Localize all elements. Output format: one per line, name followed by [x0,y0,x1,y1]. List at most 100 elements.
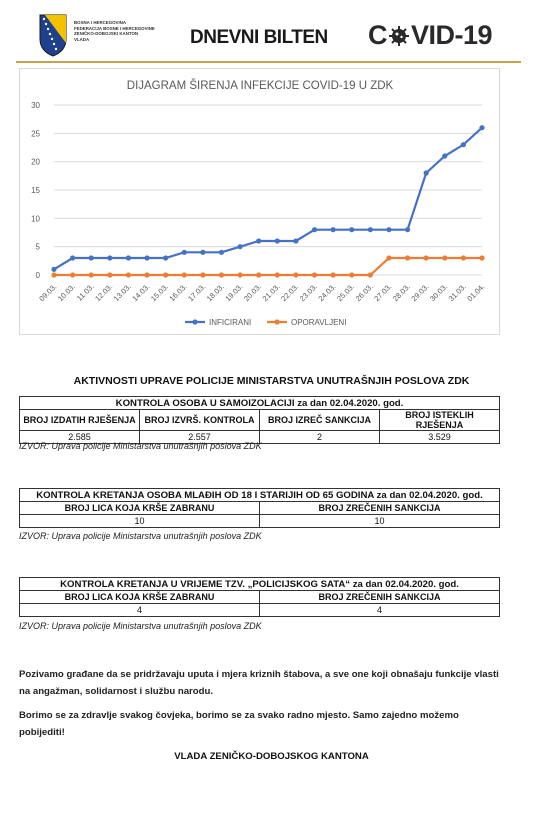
institution-line: ZENIČKO-DOBOJSKI KANTON [74,31,139,37]
data-point [218,249,225,255]
x-tick-label: 26.03. [354,282,375,303]
data-point [442,255,448,261]
data-point [479,125,485,131]
data-point [256,238,262,244]
x-tick-label: 09.03. [37,282,58,303]
x-tick-label: 15.03. [149,282,170,303]
covid-logo-left: C [368,20,388,50]
data-point [330,272,336,278]
source-note: IZVOR: Uprava policije Ministarstva unut… [19,441,262,451]
table-cell: 4 [19,603,260,617]
data-point [200,249,206,255]
signature: VLADA ZENIČKO-DOBOJSKOG KANTONA [174,751,369,762]
table-cell: 3.529 [379,430,500,444]
data-point [330,227,336,233]
data-point [237,272,243,278]
column-header: BROJ IZDATIH RJEŠENJA [19,409,140,431]
chart-canvas: DIJAGRAM ŠIRENJA INFEKCIJE COVID-19 U ZD… [31,79,486,327]
legend-marker [192,319,198,325]
bulletin-title: DNEVNI BILTEN [190,27,328,48]
data-point [200,272,206,278]
y-tick-label: 0 [36,271,41,280]
column-header: BROJ ZREČENIH SANKCIJA [259,590,500,604]
y-tick-label: 10 [31,214,40,223]
data-point [107,272,113,278]
data-point [349,272,355,278]
x-tick-label: 17.03. [186,282,207,303]
legend-marker [274,319,280,325]
activities-title: AKTIVNOSTI UPRAVE POLICIJE MINISTARSTVA … [73,375,470,387]
x-tick-label: 24.03. [316,282,337,303]
institution-name: BOSNA I HERCEGOVINA FEDERACIJA BOSNE I H… [74,20,155,42]
source-note: IZVOR: Uprava policije Ministarstva unut… [19,621,262,631]
x-tick-label: 13.03. [112,282,133,303]
column-header: BROJ ZREČENIH SANKCIJA [259,501,500,515]
data-point [70,255,76,261]
covid-logo: C VID-19 [368,20,493,51]
appeal-paragraph: Pozivamo građane da se pridržavaju uputa… [19,669,499,697]
x-tick-label: 19.03. [223,282,244,303]
y-tick-label: 30 [31,101,40,110]
x-tick-label: 25.03. [335,282,356,303]
data-point [181,249,187,255]
data-point [293,272,299,278]
institution-line: FEDERACIJA BOSNE I HERCEGOVINE [74,25,155,31]
data-point [181,272,187,278]
series-line [54,256,482,277]
data-point [460,255,466,261]
x-tick-label: 23.03. [298,282,319,303]
column-header: BROJ LICA KOJA KRŠE ZABRANU [19,590,260,604]
data-point [349,227,355,233]
x-tick-label: 14.03. [130,282,151,303]
x-tick-label: 28.03. [391,282,412,303]
data-point [237,244,243,250]
table-cell: 10 [259,514,500,528]
column-header: BROJ IZREČ SANKCIJA [259,409,380,431]
column-header: BROJ LICA KOJA KRŠE ZABRANU [19,501,260,515]
x-tick-label: 31.03. [447,282,468,303]
x-tick-label: 30.03. [428,282,449,303]
data-point [423,170,429,176]
series-line [53,126,483,271]
data-point [125,255,132,261]
y-tick-label: 25 [31,129,40,138]
data-point [386,255,392,261]
data-point [386,227,392,233]
table-cell: 2 [259,430,380,444]
data-point [404,255,411,261]
closing-paragraph: Borimo se za zdravlje svakog čovjeka, bo… [19,710,459,738]
covid-logo-right: VID-19 [411,20,493,50]
curfew-table: KONTROLA KRETANJA U VRIJEME TZV. „POLICI… [19,577,500,617]
data-point [125,272,132,278]
x-tick-label: 11.03. [75,282,96,303]
x-tick-label: 20.03. [242,282,263,303]
data-point [70,272,76,278]
data-point [423,255,429,261]
column-header: BROJ ISTEKLIH RJEŠENJA [379,409,500,431]
data-point [51,272,57,278]
data-point [51,266,57,272]
legend-label: INFICIRANI [209,318,251,327]
table-cell: 10 [19,514,260,528]
column-header: BROJ IZVRŠ. KONTROLA [139,409,260,431]
infection-chart: DIJAGRAM ŠIRENJA INFEKCIJE COVID-19 U ZD… [19,68,500,335]
x-tick-label: 22.03. [279,282,300,303]
data-point [144,255,150,261]
header-divider [16,61,521,63]
table-cell: 4 [259,603,500,617]
data-point [218,272,225,278]
data-point [274,272,280,278]
source-note: IZVOR: Uprava policije Ministarstva unut… [19,531,262,541]
institution-line: BOSNA I HERCEGOVINA [74,20,127,25]
x-tick-label: 16.03. [168,282,189,303]
data-point [311,227,318,233]
chart-title: DIJAGRAM ŠIRENJA INFEKCIJE COVID-19 U ZD… [127,79,394,92]
table-title: KONTROLA OSOBA U SAMOIZOLACIJI za dan 02… [19,396,500,410]
data-point [256,272,262,278]
age-restriction-table: KONTROLA KRETANJA OSOBA MLAĐIH OD 18 I S… [19,488,500,528]
data-point [107,255,113,261]
self-isolation-table: KONTROLA OSOBA U SAMOIZOLACIJI za dan 02… [19,396,500,444]
data-point [367,227,373,233]
y-tick-label: 5 [36,243,41,252]
x-tick-label: 10.03. [56,282,77,303]
